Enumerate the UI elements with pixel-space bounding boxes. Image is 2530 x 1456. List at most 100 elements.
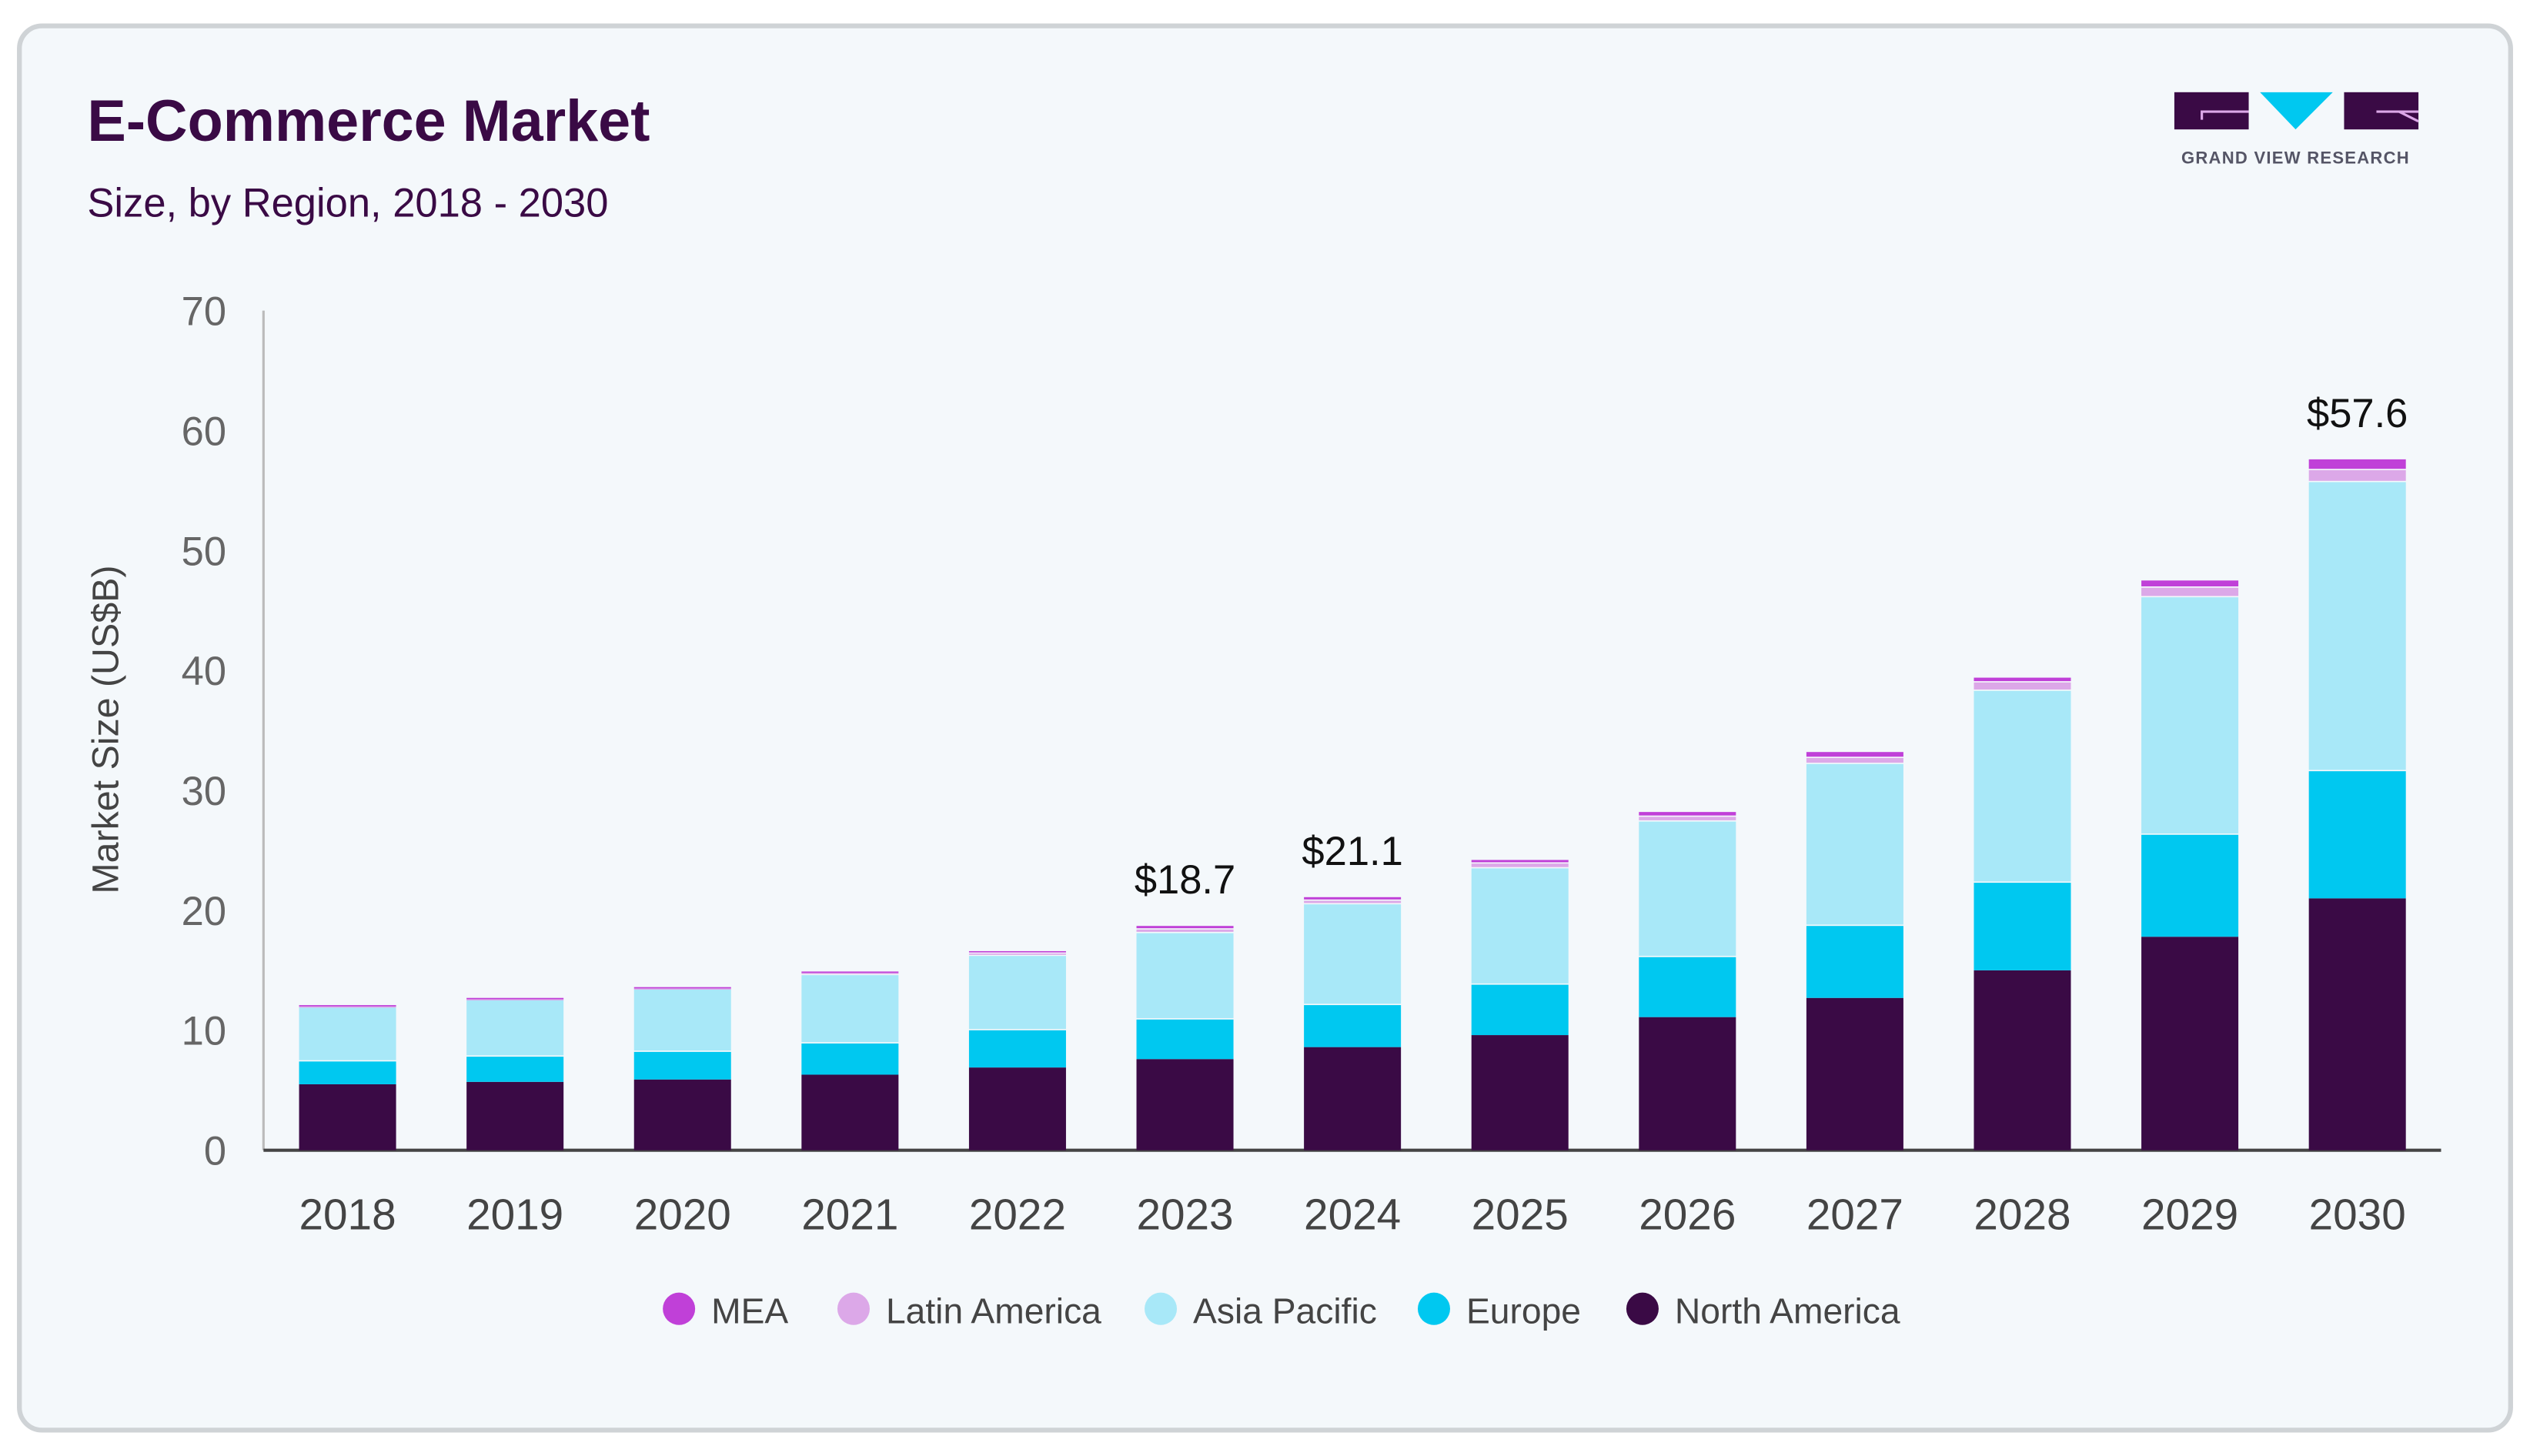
bar-segment-north-america-2019: [466, 1081, 564, 1150]
bar-segment-europe-2030: [2308, 771, 2406, 899]
legend-swatch: [1417, 1292, 1450, 1325]
bar-segment-europe-2024: [1304, 1005, 1402, 1047]
y-tick-label: 10: [182, 1009, 226, 1054]
bar-segment-latin-america-2030: [2308, 469, 2406, 481]
y-tick-label: 60: [182, 409, 226, 454]
bar-segment-europe-2021: [801, 1043, 899, 1075]
legend-label: MEA: [711, 1291, 788, 1331]
legend-label: Asia Pacific: [1193, 1291, 1377, 1331]
x-tick-label: 2030: [2309, 1191, 2406, 1240]
x-tick-label: 2023: [1136, 1191, 1233, 1240]
bar-segment-mea-2030: [2308, 459, 2406, 469]
x-tick-label: 2021: [801, 1191, 898, 1240]
y-tick-label: 70: [182, 289, 226, 335]
bar-segment-europe-2029: [2141, 834, 2239, 937]
logo-text: GRAND VIEW RESEARCH: [2181, 148, 2410, 167]
y-tick-label: 30: [182, 769, 226, 814]
bar-segment-asia-pacific-2029: [2141, 597, 2239, 834]
bar-segment-europe-2018: [299, 1061, 396, 1084]
bar-segment-mea-2028: [1974, 677, 2071, 682]
bar-segment-mea-2019: [466, 997, 564, 1000]
bar-segment-latin-america-2027: [1806, 758, 1903, 763]
x-tick-label: 2028: [1974, 1191, 2070, 1240]
bar-segment-mea-2025: [1471, 860, 1569, 863]
x-tick-label: 2019: [466, 1191, 563, 1240]
bar-segment-asia-pacific-2025: [1471, 868, 1569, 983]
legend-item-asia-pacific: Asia Pacific: [1145, 1291, 1377, 1331]
legend-swatch: [837, 1292, 870, 1325]
bar-segment-latin-america-2025: [1471, 863, 1569, 867]
bar-segment-north-america-2018: [299, 1084, 396, 1150]
bar-segment-latin-america-2029: [2141, 587, 2239, 596]
x-tick-label: 2029: [2141, 1191, 2238, 1240]
bar-segment-asia-pacific-2020: [633, 989, 731, 1051]
bar-segment-north-america-2030: [2308, 898, 2406, 1150]
bar-segment-asia-pacific-2027: [1806, 763, 1903, 925]
y-tick-label: 50: [182, 529, 226, 574]
bar-segment-mea-2018: [299, 1005, 396, 1007]
bar-segment-mea-2021: [801, 971, 899, 973]
x-tick-label: 2024: [1304, 1191, 1401, 1240]
legend-label: Europe: [1466, 1291, 1581, 1331]
bar-segment-asia-pacific-2030: [2308, 482, 2406, 770]
bar-segment-mea-2024: [1304, 897, 1402, 900]
data-label: $18.7: [1135, 857, 1235, 903]
bar-segment-north-america-2024: [1304, 1047, 1402, 1150]
bar-segment-asia-pacific-2021: [801, 975, 899, 1043]
bar-segment-mea-2029: [2141, 580, 2239, 586]
chart-subtitle: Size, by Region, 2018 - 2030: [87, 181, 608, 226]
bar-segment-north-america-2023: [1136, 1059, 1234, 1150]
bar-segment-latin-america-2024: [1304, 900, 1402, 903]
bar-segment-north-america-2022: [968, 1067, 1066, 1150]
legend-swatch: [1626, 1292, 1659, 1325]
x-tick-label: 2026: [1639, 1191, 1736, 1240]
bar-segment-asia-pacific-2022: [968, 956, 1066, 1030]
legend-item-north-america: North America: [1626, 1291, 1900, 1331]
bar-segment-europe-2028: [1974, 883, 2071, 970]
bar-segment-mea-2020: [633, 987, 731, 989]
data-label: $57.6: [2307, 391, 2408, 436]
bar-segment-north-america-2029: [2141, 937, 2239, 1150]
legend-label: North America: [1675, 1291, 1900, 1331]
logo: GRAND VIEW RESEARCH: [2174, 92, 2419, 167]
legend-item-europe: Europe: [1417, 1291, 1581, 1331]
bar-segment-north-america-2026: [1639, 1017, 1736, 1150]
bar-segment-asia-pacific-2026: [1639, 821, 1736, 957]
y-tick-label: 0: [204, 1129, 226, 1174]
bar-segment-mea-2023: [1136, 926, 1234, 929]
bar-segment-latin-america-2021: [801, 973, 899, 974]
bar-segment-europe-2023: [1136, 1019, 1234, 1060]
x-tick-label: 2022: [969, 1191, 1066, 1240]
bar-segment-latin-america-2019: [466, 999, 564, 1000]
bar-segment-latin-america-2023: [1136, 929, 1234, 932]
bar-segment-north-america-2027: [1806, 997, 1903, 1150]
bar-segment-europe-2025: [1471, 984, 1569, 1036]
bar-segment-mea-2022: [968, 950, 1066, 953]
bar-segment-europe-2022: [968, 1030, 1066, 1068]
bar-segment-mea-2026: [1639, 812, 1736, 816]
bar-segment-europe-2026: [1639, 957, 1736, 1017]
x-tick-label: 2020: [634, 1191, 731, 1240]
bar-segment-north-america-2028: [1974, 970, 2071, 1150]
legend-item-latin-america: Latin America: [837, 1291, 1101, 1331]
bar-segment-latin-america-2020: [633, 988, 731, 990]
legend-swatch: [1145, 1292, 1178, 1325]
bar-segment-north-america-2020: [633, 1079, 731, 1150]
bar-segment-asia-pacific-2024: [1304, 904, 1402, 1004]
bar-segment-asia-pacific-2023: [1136, 933, 1234, 1019]
chart-title: E-Commerce Market: [87, 89, 650, 154]
x-tick-label: 2018: [299, 1191, 396, 1240]
bar-segment-latin-america-2026: [1639, 816, 1736, 820]
bar-segment-asia-pacific-2028: [1974, 690, 2071, 882]
bar-segment-north-america-2025: [1471, 1035, 1569, 1150]
legend-label: Latin America: [886, 1291, 1101, 1331]
bar-segment-europe-2027: [1806, 926, 1903, 998]
legend-item-mea: MEA: [663, 1291, 788, 1331]
y-tick-label: 20: [182, 889, 226, 934]
bar-segment-latin-america-2018: [299, 1006, 396, 1008]
bar-segment-latin-america-2028: [1974, 682, 2071, 690]
bar-segment-asia-pacific-2019: [466, 1000, 564, 1056]
bar-segment-latin-america-2022: [968, 953, 1066, 955]
legend-swatch: [663, 1292, 696, 1325]
